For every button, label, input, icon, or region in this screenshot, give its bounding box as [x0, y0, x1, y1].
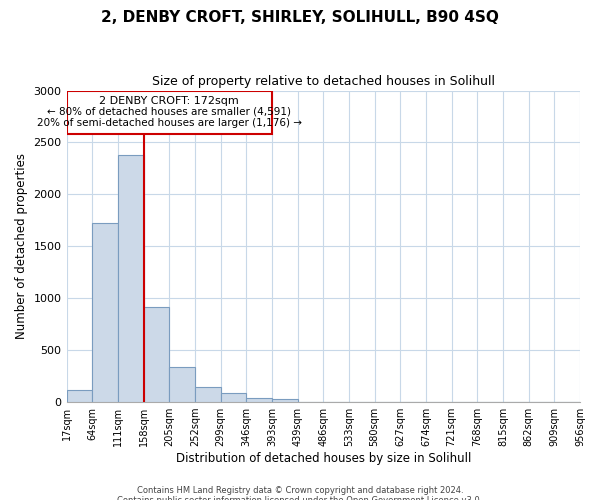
Bar	[67, 90, 272, 134]
Bar	[221, 392, 246, 402]
Text: 2, DENBY CROFT, SHIRLEY, SOLIHULL, B90 4SQ: 2, DENBY CROFT, SHIRLEY, SOLIHULL, B90 4…	[101, 10, 499, 25]
Text: 2 DENBY CROFT: 172sqm: 2 DENBY CROFT: 172sqm	[100, 96, 239, 106]
Bar	[143, 306, 169, 402]
Bar	[118, 155, 143, 402]
Text: 20% of semi-detached houses are larger (1,176) →: 20% of semi-detached houses are larger (…	[37, 118, 302, 128]
X-axis label: Distribution of detached houses by size in Solihull: Distribution of detached houses by size …	[176, 452, 471, 465]
Y-axis label: Number of detached properties: Number of detached properties	[15, 154, 28, 340]
Bar	[92, 224, 118, 402]
Bar	[169, 367, 195, 402]
Bar	[67, 390, 92, 402]
Title: Size of property relative to detached houses in Solihull: Size of property relative to detached ho…	[152, 75, 495, 88]
Text: Contains HM Land Registry data © Crown copyright and database right 2024.: Contains HM Land Registry data © Crown c…	[137, 486, 463, 495]
Text: ← 80% of detached houses are smaller (4,591): ← 80% of detached houses are smaller (4,…	[47, 106, 291, 116]
Bar	[246, 398, 272, 402]
Text: Contains public sector information licensed under the Open Government Licence v3: Contains public sector information licen…	[118, 496, 482, 500]
Bar	[272, 399, 298, 402]
Bar	[195, 386, 221, 402]
